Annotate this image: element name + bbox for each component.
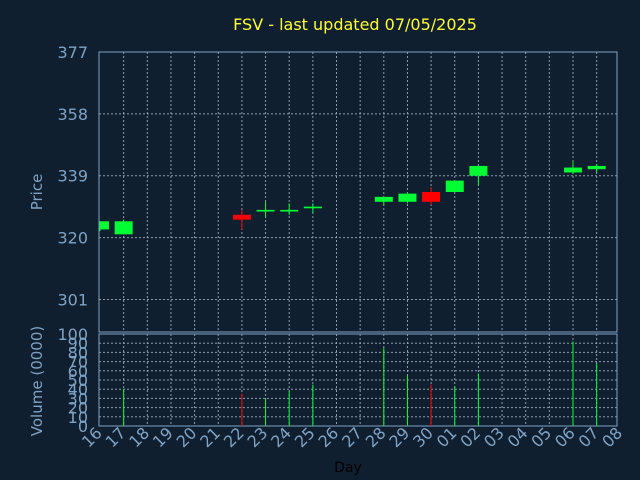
price-panel-frame <box>98 51 618 333</box>
price-axis: 377 358 339 320 301 <box>57 43 88 309</box>
volume-tick-label: 50 <box>68 371 88 390</box>
candle-body <box>564 167 582 173</box>
volume-tick-label: 100 <box>57 325 88 344</box>
candle-body <box>374 196 393 202</box>
chart-title: FSV - last updated 07/05/2025 <box>233 15 477 34</box>
volume-tick-label: 0 <box>78 417 88 436</box>
candle-body <box>469 165 488 176</box>
candle-body <box>587 165 606 170</box>
price-tick-label: 377 <box>57 43 88 62</box>
volume-tick-label: 60 <box>68 362 88 381</box>
candle-body <box>398 193 417 202</box>
volume-bars-layer <box>123 341 598 426</box>
volume-tick-label: 30 <box>68 389 88 408</box>
price-tick-label: 358 <box>57 105 88 124</box>
x-axis-label: Day <box>334 460 362 476</box>
volume-tick-label: 70 <box>68 353 88 372</box>
price-tick-label: 339 <box>57 167 88 186</box>
volume-tick-label: 80 <box>68 343 88 362</box>
candle-body <box>280 209 299 212</box>
price-tick-label: 301 <box>57 290 88 309</box>
volume-tick-label: 10 <box>68 408 88 427</box>
candle-body <box>445 180 464 192</box>
candles-layer <box>99 161 606 235</box>
volume-tick-label: 40 <box>68 380 88 399</box>
volume-axis-label: Volume (0000) <box>28 326 46 436</box>
price-tick-label: 320 <box>57 229 88 248</box>
candle-body <box>232 214 251 220</box>
candle-body <box>422 192 441 202</box>
candle-body <box>100 221 109 230</box>
price-axis-label: Price <box>28 174 46 211</box>
volume-tick-label: 20 <box>68 399 88 418</box>
candle-body <box>303 206 322 209</box>
candle-body <box>114 221 133 235</box>
x-axis: 1617181920212223242526272829300102030405… <box>78 423 626 451</box>
volume-panel-frame <box>98 333 618 427</box>
candle-body <box>256 209 275 212</box>
volume-tick-label: 90 <box>68 334 88 353</box>
